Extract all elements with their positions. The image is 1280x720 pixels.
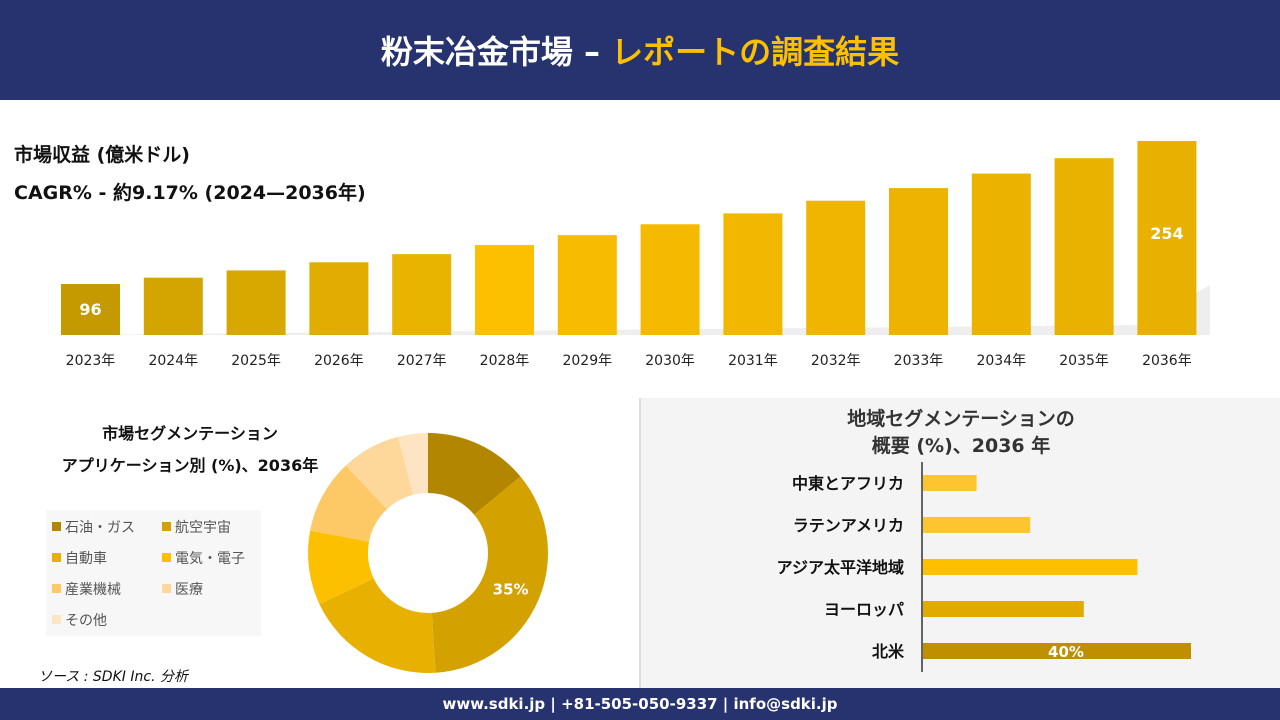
region-bar: [923, 643, 1191, 659]
x-tick-label: 2036年: [1142, 353, 1192, 369]
revenue-bar: [889, 188, 948, 335]
x-tick-label: 2033年: [894, 353, 944, 369]
revenue-bar: [392, 254, 452, 335]
x-tick-label: 2028年: [480, 353, 530, 369]
region-bar: [923, 517, 1031, 533]
legend-item: 航空宇宙: [162, 516, 262, 537]
revenue-bar: [723, 213, 783, 335]
revenue-bar: [971, 173, 1031, 335]
legend-label: 航空宇宙: [175, 519, 231, 536]
revenue-bar: [1054, 158, 1114, 335]
x-tick-label: 2023年: [66, 353, 116, 369]
legend-swatch: [52, 522, 61, 531]
donut-slice: [345, 436, 414, 510]
legend-item: 電気・電子: [162, 547, 262, 568]
region-bar: [923, 559, 1138, 575]
legend-item: 自動車: [52, 547, 162, 568]
header-title: 粉末冶金市場 – レポートの調査結果: [0, 0, 1280, 100]
legend-swatch: [162, 553, 171, 562]
revenue-label: 市場収益 (億米ドル): [14, 144, 190, 166]
legend-item: 産業機械: [52, 578, 162, 599]
hbar-title-2: 概要 (%)、2036 年: [871, 435, 1051, 457]
legend-label: 電気・電子: [175, 550, 245, 567]
category-label: アジア太平洋地域: [777, 558, 904, 577]
data-label: 254: [1150, 224, 1183, 243]
data-label: 35%: [493, 581, 529, 599]
region-segment-panel: 地域セグメンテーションの 概要 (%)、2036 年 中東とアフリカ ラテンアメリ…: [641, 398, 1280, 688]
donut-slice: [319, 578, 436, 673]
title-main: 粉末冶金市場 –: [380, 33, 600, 71]
title-accent: レポートの調査結果: [611, 33, 900, 71]
revenue-bar: [806, 200, 866, 335]
legend-swatch: [52, 584, 61, 593]
legend-item: その他: [52, 609, 162, 630]
legend-item: 石油・ガス: [52, 516, 162, 537]
revenue-bar-chart: 2023年 96 2024年 2025年 2026年 2027年 2028年 2029年 203…: [60, 141, 1210, 369]
donut-slice: [308, 530, 374, 605]
x-tick-label: 2024年: [148, 353, 198, 369]
application-segment-panel: 市場セグメンテーション アプリケーション別 (%)、2036年 石油・ガス 航空宇…: [0, 398, 638, 688]
source-note: ソース : SDKI Inc. 分析: [38, 669, 188, 685]
legend-swatch: [52, 553, 61, 562]
revenue-bar: [557, 235, 617, 335]
revenue-bar: [226, 270, 286, 335]
data-label: 40%: [1048, 643, 1084, 661]
legend-label: 産業機械: [65, 581, 121, 598]
pie-title-2: アプリケーション別 (%)、2036年: [61, 456, 319, 475]
revenue-bar: [640, 224, 700, 335]
x-tick-label: 2026年: [314, 353, 364, 369]
legend-swatch: [162, 522, 171, 531]
region-bar: [923, 475, 977, 491]
x-tick-label: 2027年: [397, 353, 447, 369]
revenue-bar: [309, 262, 369, 335]
divider: [639, 398, 641, 688]
legend-label: 石油・ガス: [65, 519, 135, 536]
pie-legend: 石油・ガス 航空宇宙自動車 電気・電子産業機械 医療その他: [46, 510, 261, 636]
x-tick-label: 2029年: [562, 353, 612, 369]
x-tick-label: 2031年: [728, 353, 778, 369]
legend-item: 医療: [162, 578, 262, 599]
category-label: ラテンアメリカ: [793, 516, 904, 535]
revenue-bar: [61, 284, 120, 335]
legend-swatch: [52, 615, 61, 624]
legend-label: 医療: [175, 581, 203, 598]
region-bar: [923, 601, 1084, 617]
x-tick-label: 2032年: [811, 353, 861, 369]
category-label: ヨーロッパ: [824, 600, 904, 619]
donut-slice: [428, 433, 521, 515]
cagr-label: CAGR% - 約9.17% (2024—2036年): [14, 182, 366, 204]
x-tick-label: 2030年: [645, 353, 695, 369]
revenue-section: 市場収益 (億米ドル) CAGR% - 約9.17% (2024—2036年) …: [0, 100, 1280, 395]
donut-slice: [310, 465, 387, 542]
donut-slice: [431, 476, 548, 673]
footer-contact: www.sdki.jp | +81-505-050-9337 | info@sd…: [0, 688, 1280, 720]
category-label: 中東とアフリカ: [792, 474, 904, 493]
legend-label: 自動車: [65, 550, 107, 567]
pie-title-1: 市場セグメンテーション: [102, 424, 278, 443]
revenue-bar: [1137, 141, 1197, 335]
category-label: 北米: [872, 642, 905, 661]
revenue-bar: [475, 245, 534, 335]
donut-slice: [398, 433, 428, 495]
x-tick-label: 2025年: [231, 353, 281, 369]
data-label: 96: [79, 300, 101, 319]
revenue-bar: [143, 277, 203, 335]
x-tick-label: 2034年: [976, 353, 1026, 369]
hbar-title-1: 地域セグメンテーションの: [847, 408, 1075, 430]
x-tick-label: 2035年: [1059, 353, 1109, 369]
legend-swatch: [162, 584, 171, 593]
application-donut-chart: 35%: [308, 433, 548, 673]
legend-label: その他: [65, 612, 107, 629]
